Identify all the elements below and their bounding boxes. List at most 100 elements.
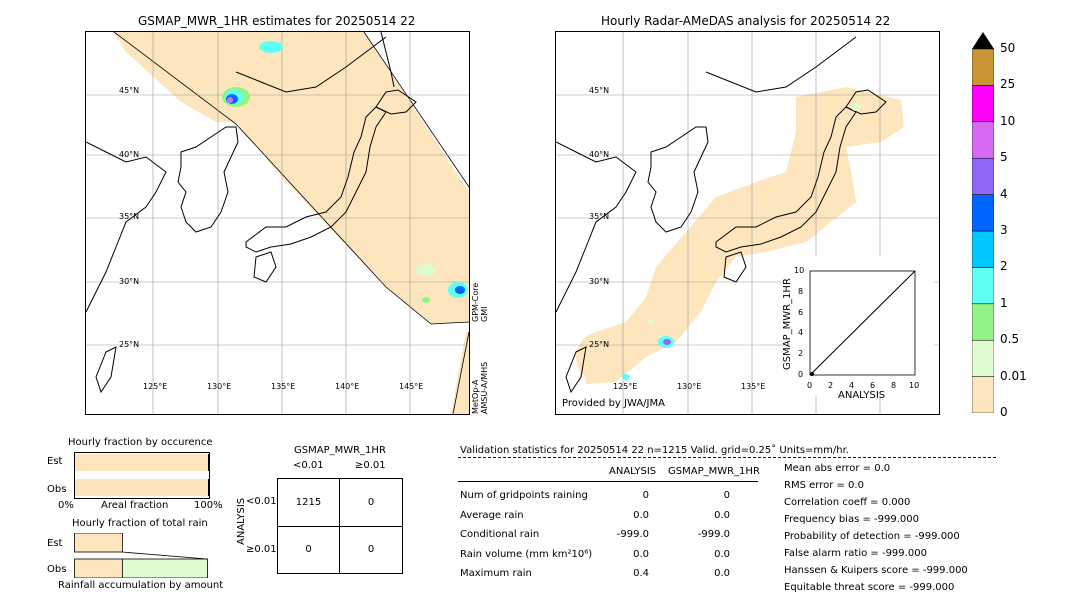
occ-plot xyxy=(74,452,210,499)
lat-label-25: 25°N xyxy=(119,340,140,349)
total-footer: Rainfall accumulation by amount xyxy=(58,580,224,591)
inset-xtick-4: 4 xyxy=(849,381,855,390)
validation-header-rule xyxy=(458,457,996,458)
colorbar-tick-label: 5 xyxy=(1000,150,1008,165)
validation-score: Equitable threat score = -999.000 xyxy=(784,582,955,593)
validation-row-label: Maximum rain xyxy=(460,568,532,579)
inset-xtick-8: 8 xyxy=(891,381,897,390)
occ-axis-min: 0% xyxy=(58,500,74,511)
left-map: 45°N 40°N 35°N 30°N 25°N 125°E 130°E 135… xyxy=(85,31,470,415)
contingency-cell-2-1: 0 xyxy=(305,544,312,555)
contingency-col-1: <0.01 xyxy=(293,460,324,471)
inset-ytick-0: 0 xyxy=(798,370,804,379)
lon-label-135: 135°E xyxy=(271,382,296,391)
validation-row-analysis: -999.0 xyxy=(616,529,649,540)
lon-label-145: 145°E xyxy=(399,382,424,391)
validation-row-label: Rain volume (mm km²10⁶) xyxy=(460,548,593,560)
contingency-cell-1-2: 0 xyxy=(367,497,375,508)
colorbar-segment xyxy=(971,267,995,305)
colorbar-segment xyxy=(971,339,995,377)
validation-row-label: Average rain xyxy=(460,509,524,521)
validation-col-rule xyxy=(458,481,758,482)
colorbar-segment xyxy=(971,157,995,195)
right-lat-label-30: 30°N xyxy=(589,277,610,286)
coastline-japan xyxy=(245,106,387,253)
contingency-title: GSMAP_MWR_1HR xyxy=(294,445,386,456)
validation-row-gsmap: 0 xyxy=(723,490,730,501)
validation-score: Frequency bias = -999.000 xyxy=(784,514,919,525)
validation-row-analysis: 0 xyxy=(642,490,649,501)
colorbar-segment xyxy=(971,303,995,341)
colorbar-tick-label: 0.5 xyxy=(1000,332,1020,347)
right-lat-label-35: 35°N xyxy=(589,212,610,221)
sensor-label-amsu: MetOp-A AMSU-A/MHS xyxy=(471,361,489,414)
total-row-est: Est xyxy=(47,538,63,549)
coastline-korea xyxy=(177,126,239,233)
right-map: 45°N 40°N 35°N 30°N 25°N 125°E 130°E 135… xyxy=(555,31,940,415)
validation-row-label: Num of gridpoints raining xyxy=(460,490,588,501)
left-map-canvas xyxy=(86,32,469,414)
coastline-hokkaido xyxy=(375,89,417,115)
validation-score: Hanssen & Kuipers score = -999.000 xyxy=(784,565,968,576)
validation-row-label: Conditional rain xyxy=(460,529,540,540)
rain-patches xyxy=(222,41,468,303)
colorbar-segment xyxy=(971,85,995,123)
colorbar xyxy=(971,32,995,414)
contingency-cell-2-2: 0 xyxy=(367,544,375,555)
colorbar-segment xyxy=(971,376,995,414)
inset-ytick-10: 10 xyxy=(794,266,805,275)
total-plot xyxy=(74,532,208,579)
satellite-swath xyxy=(114,32,469,324)
validation-score: Probability of detection = -999.000 xyxy=(784,531,960,542)
total-row-obs: Obs xyxy=(47,564,67,575)
validation-header: Validation statistics for 20250514 22 n=… xyxy=(460,445,849,456)
colorbar-tick-label: 4 xyxy=(1000,186,1008,201)
inset-ytick-4: 4 xyxy=(798,328,804,337)
scatter-point xyxy=(810,372,814,376)
colorbar-extend-arrow xyxy=(972,32,994,49)
lat-label-35: 35°N xyxy=(119,212,140,221)
fraction-occurrence-title: Hourly fraction by occurence xyxy=(68,437,213,448)
inset-xtick-10: 10 xyxy=(909,381,920,390)
right-lat-label-45: 45°N xyxy=(589,86,610,95)
validation-col-analysis: ANALYSIS xyxy=(609,466,657,477)
colorbar-tick-label: 1 xyxy=(1000,295,1008,310)
occ-bar-est xyxy=(75,454,209,471)
lat-label-40: 40°N xyxy=(119,150,140,159)
inset-ytick-2: 2 xyxy=(798,349,804,358)
left-map-title: GSMAP_MWR_1HR estimates for 20250514 22 xyxy=(138,14,416,28)
contingency-row-1: <0.01 xyxy=(246,496,277,507)
right-lat-label-25: 25°N xyxy=(589,340,610,349)
right-lon-label-135: 135°E xyxy=(741,382,766,391)
colorbar-tick-label: 0.01 xyxy=(1000,368,1027,383)
coastline-kyushu xyxy=(253,251,277,283)
colorbar-segment xyxy=(971,48,995,86)
lon-label-130: 130°E xyxy=(207,382,232,391)
inset-xtick-2: 2 xyxy=(828,381,834,390)
contingency-grid: 1215 0 0 0 xyxy=(277,478,403,574)
coastline-sakhalin xyxy=(380,32,395,88)
validation-row-gsmap: 0.0 xyxy=(714,509,730,521)
sensor-label-gmi: GPM-Core GMI xyxy=(471,282,489,322)
contingency-cell-1-1: 1215 xyxy=(295,497,322,508)
inset-xtick-0: 0 xyxy=(807,381,813,390)
satellite-swath-2 xyxy=(451,332,469,414)
colorbar-tick-label: 50 xyxy=(1000,41,1016,55)
occ-row-obs: Obs xyxy=(47,484,67,495)
occ-row-est: Est xyxy=(47,456,63,467)
lon-label-125: 125°E xyxy=(143,382,168,391)
validation-score: False alarm ratio = -999.000 xyxy=(784,548,927,559)
colorbar-tick-label: 3 xyxy=(1000,223,1008,237)
occ-bar-obs xyxy=(75,479,209,496)
fraction-total-title: Hourly fraction of total rain xyxy=(72,518,208,529)
scatter-inset xyxy=(784,256,934,396)
right-lon-label-125: 125°E xyxy=(613,382,638,391)
validation-row-gsmap: 0.0 xyxy=(714,548,730,560)
coastline-china xyxy=(86,141,167,313)
total-bar-obs-segment-2 xyxy=(121,558,208,579)
right-lat-label-40: 40°N xyxy=(589,150,610,159)
diagonal-line xyxy=(809,270,916,376)
validation-row-analysis: 0.0 xyxy=(633,548,649,560)
validation-col-gsmap: GSMAP_MWR_1HR xyxy=(668,466,760,477)
inset-xtick-6: 6 xyxy=(870,381,876,390)
